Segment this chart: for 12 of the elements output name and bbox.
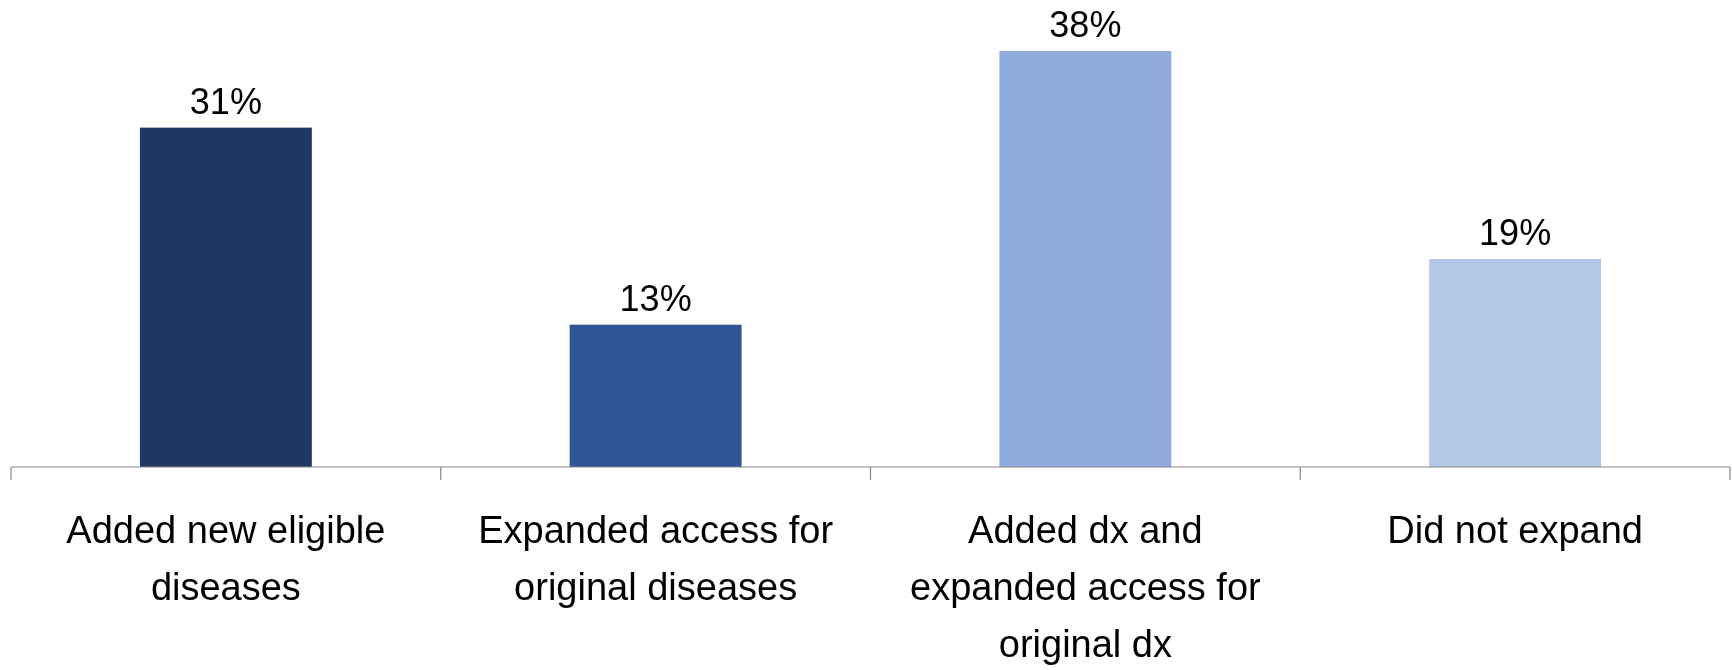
- bar: [999, 51, 1172, 467]
- data-label: 31%: [189, 80, 262, 122]
- bar: [1429, 259, 1602, 467]
- x-tick-label: Added dx and expanded access for original dx: [910, 509, 1262, 665]
- data-label: 38%: [1049, 4, 1122, 45]
- bar: [139, 127, 312, 467]
- x-tick-label: Expanded access for original diseases: [478, 509, 834, 608]
- data-label: 19%: [1479, 212, 1552, 253]
- bar: [569, 324, 742, 467]
- x-tick-label: Did not expand: [1387, 509, 1643, 551]
- x-tick-label: Added new eligible diseases: [66, 509, 386, 608]
- data-label: 13%: [619, 277, 692, 319]
